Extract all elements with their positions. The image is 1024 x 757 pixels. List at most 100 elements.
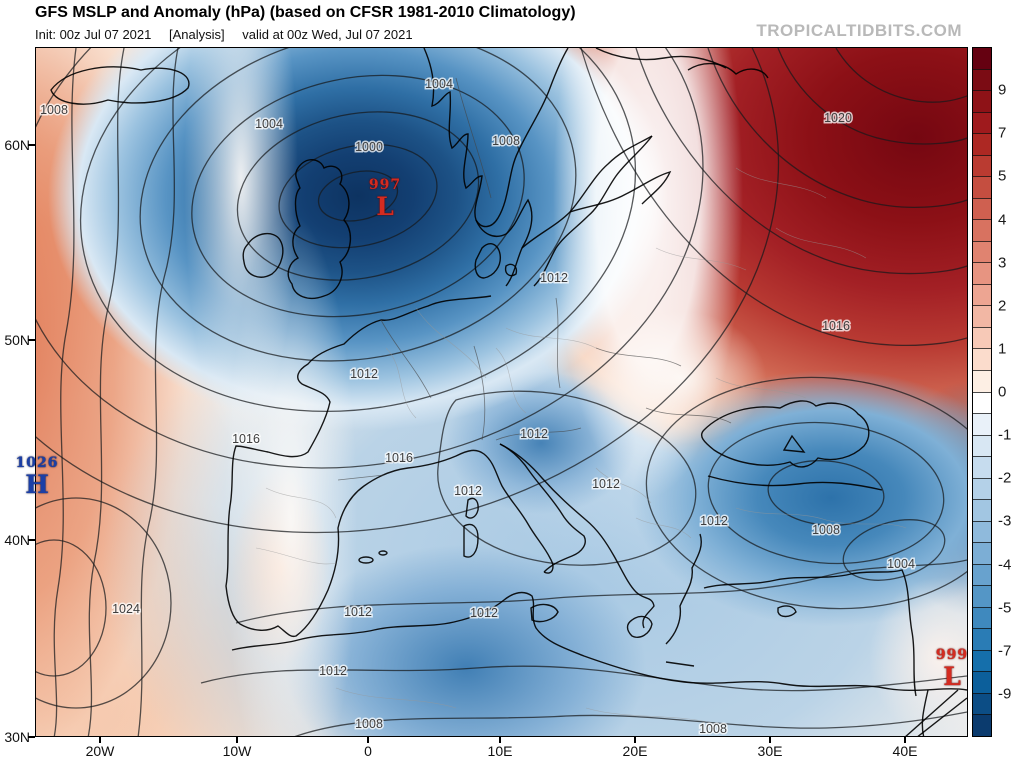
- map-canvas: 1008 1004 1000 1004 1008 1012 1012 1016 1016 1012…: [35, 47, 968, 737]
- lon-tick: [904, 737, 906, 743]
- contour-label: 1024: [112, 602, 140, 616]
- admin-borders: [255, 167, 907, 725]
- colorbar-segment: [973, 585, 991, 607]
- lat-label: 60N: [4, 137, 30, 153]
- pressure-value: 999: [935, 647, 969, 663]
- country-borders: [337, 77, 732, 481]
- chart-subtitle: Init: 00z Jul 07 2021 [Analysis] valid a…: [35, 27, 427, 42]
- lon-label: 40E: [892, 743, 918, 757]
- lat-tick: [28, 539, 35, 541]
- colorbar-segment: [973, 628, 991, 650]
- colorbar-segment: [973, 48, 991, 69]
- lat-label: 30N: [4, 729, 30, 745]
- contour-label: 1012: [520, 427, 548, 441]
- contour-label: 1012: [454, 484, 482, 498]
- colorbar-segment: [973, 154, 991, 177]
- pressure-value: 1026: [15, 455, 59, 471]
- lon-tick: [634, 737, 636, 743]
- analysis-tag: [Analysis]: [168, 27, 225, 42]
- colorbar-segment: [973, 68, 991, 91]
- colorbar-tick-label: 3: [998, 254, 1007, 272]
- contour-label: 1020: [824, 111, 852, 125]
- colorbar-tick-label: -4: [998, 556, 1012, 573]
- contour-label: 1016: [822, 319, 850, 333]
- contour-label: 1016: [232, 432, 260, 446]
- colorbar-segment: [973, 520, 991, 543]
- colorbar-tick-label: -1: [998, 426, 1012, 444]
- watermark: TROPICALTIDBITS.COM: [756, 21, 962, 40]
- colorbar-tick-label: -3: [998, 512, 1012, 530]
- colorbar-tick-label: -9: [998, 685, 1012, 703]
- pressure-center-high: 1026 H: [16, 456, 59, 497]
- init-time: Init: 00z Jul 07 2021: [35, 27, 152, 42]
- colorbar-segment: [973, 671, 991, 693]
- colorbar-segment: [973, 456, 991, 478]
- map-overlay: 1008 1004 1000 1004 1008 1012 1012 1016 1016 1012…: [36, 48, 967, 736]
- colorbar-tick-label: 0: [998, 383, 1007, 401]
- lon-tick: [99, 737, 101, 743]
- pressure-letter: H: [25, 470, 49, 499]
- chart-title: GFS MSLP and Anomaly (hPa) (based on CFS…: [35, 4, 576, 21]
- colorbar-segment: [973, 413, 991, 435]
- colorbar-tick-label: -5: [998, 599, 1012, 617]
- lat-tick: [28, 736, 35, 738]
- colorbar-segment: [973, 606, 991, 629]
- contour-label: 1000: [355, 140, 383, 154]
- contour-label: 1016: [385, 451, 413, 465]
- lat-label: 40N: [4, 532, 30, 548]
- colorbar-segment: [973, 326, 991, 349]
- pressure-letter: L: [376, 192, 394, 221]
- contour-label: 1004: [425, 77, 453, 91]
- contour-label: 1012: [344, 605, 372, 619]
- contour-label: 1008: [812, 523, 840, 537]
- colorbar-segment: [973, 240, 991, 263]
- lon-label: 30E: [757, 743, 783, 757]
- colorbar-segment: [973, 348, 991, 370]
- pressure-center-low: 999 L: [936, 648, 968, 689]
- contour-label: 1008: [40, 103, 68, 117]
- colorbar-segment: [973, 649, 991, 672]
- lon-label: 20W: [85, 743, 115, 757]
- colorbar-segment: [973, 90, 991, 112]
- lon-label: 0: [364, 743, 372, 757]
- colorbar-segment: [973, 197, 991, 220]
- colorbar-tick-label: 4: [998, 211, 1007, 228]
- colorbar-segment: [973, 391, 991, 414]
- contour-label: 1004: [255, 117, 283, 131]
- lon-label: 10W: [222, 743, 252, 757]
- contour-label: 1012: [540, 271, 568, 285]
- colorbar-segment: [973, 434, 991, 457]
- colorbar-segment: [973, 714, 991, 736]
- colorbar-tick-label: 1: [998, 340, 1007, 358]
- contour-label: 1012: [592, 477, 620, 491]
- contour-labels: 1008 1004 1000 1004 1008 1012 1012 1016 1016 1012…: [39, 76, 917, 737]
- colorbar-segment: [973, 563, 991, 586]
- colorbar-segment: [973, 542, 991, 564]
- lon-tick: [769, 737, 771, 743]
- colorbar-segment: [973, 305, 991, 327]
- colorbar-segment: [973, 133, 991, 155]
- contour-label: 1008: [699, 722, 727, 736]
- pressure-center-low: 997 L: [369, 178, 401, 219]
- lon-tick: [236, 737, 238, 743]
- lon-label: 20E: [622, 743, 648, 757]
- pressure-letter: L: [943, 662, 961, 691]
- colorbar-segment: [973, 176, 991, 198]
- colorbar-tick-label: 5: [998, 167, 1007, 185]
- colorbar-segment: [973, 219, 991, 241]
- colorbar-segment: [973, 477, 991, 500]
- valid-time: valid at 00z Wed, Jul 07 2021: [242, 27, 413, 42]
- colorbar-segment: [973, 499, 991, 521]
- colorbar-segment: [973, 692, 991, 715]
- contour-label: 1004: [887, 557, 915, 571]
- colorbar-segment: [973, 111, 991, 134]
- contour-label: 1008: [355, 717, 383, 731]
- colorbar-segment: [973, 262, 991, 284]
- contour-label: 1012: [700, 514, 728, 528]
- contour-label: 1012: [470, 606, 498, 620]
- lat-label: 50N: [4, 332, 30, 348]
- lat-tick: [28, 144, 35, 146]
- contour-label: 1008: [492, 134, 520, 148]
- coastlines: [50, 48, 967, 736]
